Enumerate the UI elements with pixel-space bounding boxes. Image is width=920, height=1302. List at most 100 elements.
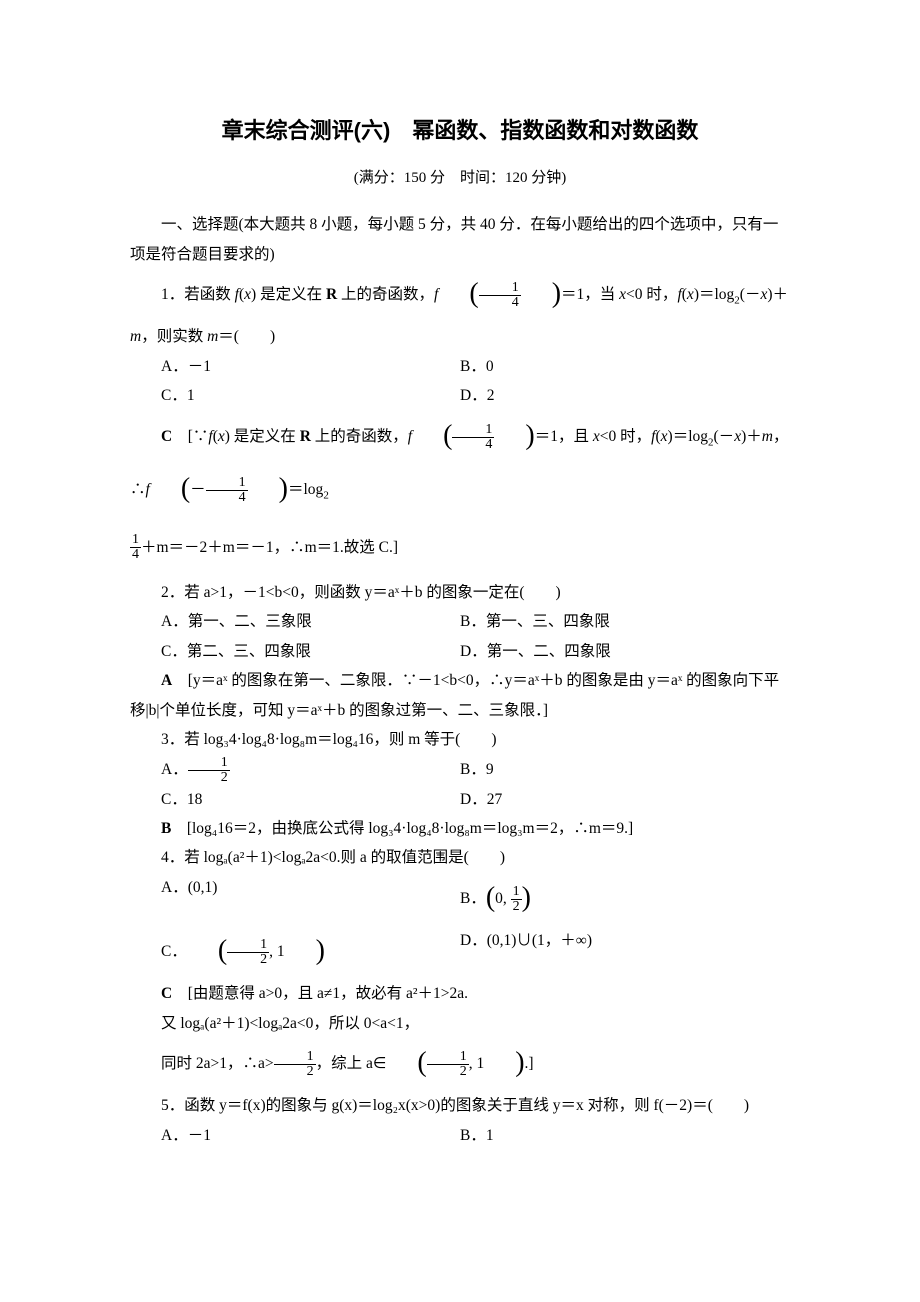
q1-a1: [∵ <box>172 428 208 445</box>
sub2b: 2 <box>708 436 714 448</box>
q1-t6: ，则实数 <box>141 328 207 345</box>
lp5: ( <box>187 924 227 977</box>
rp6: ) <box>484 1036 524 1089</box>
q3-ans-label: B <box>161 820 171 837</box>
q5-stem: 5．函数 y＝f(x)的图象与 g(x)＝log₂x(x>0)的图象关于直线 y… <box>130 1091 790 1120</box>
q1-a3: 上的奇函数， <box>311 428 408 445</box>
fx: f <box>235 286 239 303</box>
q3-ans: B [log₄16＝2，由换底公式得 log₃4·log₄8·log₈m＝log… <box>130 814 790 843</box>
q2-C: C．第二、三、四象限 <box>130 637 460 666</box>
q4-C: C．(12, 1) <box>130 926 460 979</box>
q3-C: C．18 <box>130 785 460 814</box>
q2-ans-text: [y＝aˣ 的图象在第一、二象限．∵－1<b<0，∴y＝aˣ＋b 的图象是由 y… <box>130 672 779 718</box>
q2-row1: A．第一、二、三象限 B．第一、三、四象限 <box>130 607 790 636</box>
q1-ans-label: C <box>161 428 172 445</box>
q1-D: D．2 <box>460 381 790 410</box>
rp1: ) <box>521 267 561 320</box>
lp3: ( <box>150 462 190 515</box>
q4-ans-t3a: 同时 2a>1，∴a> <box>161 1055 274 1072</box>
q4-ans-t1: [由题意得 a>0，且 a≠1，故必有 a²＋1>2a. <box>172 985 468 1002</box>
frac-1-4a: 14 <box>479 281 521 310</box>
rp3: ) <box>248 462 288 515</box>
frac-1-2e: 12 <box>427 1050 469 1079</box>
q5-A: A．－1 <box>130 1121 460 1150</box>
q3-A: A．12 <box>130 755 460 785</box>
f3: f <box>677 286 681 303</box>
frac-1-2b: 12 <box>511 885 522 914</box>
rp4: ) <box>522 871 531 924</box>
R1: R <box>326 286 337 303</box>
m1: m <box>130 328 141 345</box>
q4-ans2: 又 logₐ(a²＋1)<logₐ2a<0，所以 0<a<1， <box>130 1009 790 1038</box>
q4-ans-t3c: .] <box>525 1055 534 1072</box>
q4-D: D．(0,1)∪(1，＋∞) <box>460 926 790 979</box>
m3: m <box>762 428 773 445</box>
f4: f <box>208 428 212 445</box>
x5: x <box>218 428 225 445</box>
chapter-title: 章末综合测评(六) 幂函数、指数函数和对数函数 <box>130 110 790 152</box>
q2-B: B．第一、三、四象限 <box>460 607 790 636</box>
frac-1-2c: 12 <box>227 938 269 967</box>
sub2a: 2 <box>734 294 740 306</box>
x4: x <box>760 286 767 303</box>
q1-row1: A．－1 B．0 <box>130 352 790 381</box>
R2: R <box>300 428 311 445</box>
q1-B: B．0 <box>460 352 790 381</box>
q1-t5: 时， <box>643 286 678 303</box>
frac-1-4b: 14 <box>452 423 494 452</box>
q4-row2: C．(12, 1) D．(0,1)∪(1，＋∞) <box>130 926 790 979</box>
lp2: ( <box>412 409 452 462</box>
lp1: ( <box>438 267 478 320</box>
q4-C-pre: C． <box>161 943 187 960</box>
frac-1-4d: 14 <box>130 533 141 562</box>
q1-ans: C [∵f(x) 是定义在 R 上的奇函数，f(14)＝1，且 x<0 时，f(… <box>130 411 790 517</box>
sub2c: 2 <box>323 489 329 501</box>
rp5: ) <box>285 924 325 977</box>
section-intro-text: 一、选择题(本大题共 8 小题，每小题 5 分，共 40 分．在每小题给出的四个… <box>130 216 778 262</box>
q5-B: B．1 <box>460 1121 790 1150</box>
q3-stem: 3．若 log₃4·log₄8·log₈m＝log₄16，则 m 等于( ) <box>130 725 790 754</box>
q1-C: C．1 <box>130 381 460 410</box>
x7: x <box>661 428 668 445</box>
q2-ans: A [y＝aˣ 的图象在第一、二象限．∵－1<b<0，∴y＝aˣ＋b 的图象是由… <box>130 666 790 725</box>
frac-1-2a: 12 <box>188 756 230 785</box>
lp4: ( <box>486 871 495 924</box>
frac-1-4c: 14 <box>206 476 248 505</box>
q4-row1: A．(0,1) B．(0, 12) <box>130 873 790 926</box>
x2: x <box>619 286 626 303</box>
q3-D: D．27 <box>460 785 790 814</box>
q4-B: B．(0, 12) <box>460 873 790 926</box>
q1-t1: 1．若函数 <box>161 286 235 303</box>
q2-A: A．第一、二、三象限 <box>130 607 460 636</box>
q1-a2: 是定义在 <box>230 428 300 445</box>
q2-D: D．第一、二、四象限 <box>460 637 790 666</box>
q1-stem: 1．若函数 f(x) 是定义在 R 上的奇函数，f(14)＝1，当 x<0 时，… <box>130 269 790 352</box>
q1-a7: ＝log <box>288 481 323 498</box>
q1-tail: ＋m＝－2＋m＝－1，∴m＝1.故选 C.] <box>141 539 398 556</box>
q5-row1: A．－1 B．1 <box>130 1121 790 1150</box>
x3: x <box>687 286 694 303</box>
q1-a4: ＝1，且 <box>535 428 593 445</box>
q1-t3: 上的奇函数， <box>337 286 434 303</box>
q2-row2: C．第二、三、四象限 D．第一、二、四象限 <box>130 637 790 666</box>
q1-t2: 是定义在 <box>256 286 326 303</box>
q4-B-pre: B． <box>460 890 486 907</box>
x1: x <box>244 286 251 303</box>
q3-row1: A．12 B．9 <box>130 755 790 785</box>
q4-ans-label: C <box>161 985 172 1002</box>
q1-A: A．－1 <box>130 352 460 381</box>
x6: x <box>593 428 600 445</box>
q1-row2: C．1 D．2 <box>130 381 790 410</box>
q4-stem: 4．若 logₐ(a²＋1)<logₐ2a<0.则 a 的取值范围是( ) <box>130 843 790 872</box>
q3-row2: C．18 D．27 <box>130 785 790 814</box>
subtitle: (满分：150 分 时间：120 分钟) <box>130 164 790 193</box>
q1-t4: ＝1，当 <box>561 286 619 303</box>
section-intro: 一、选择题(本大题共 8 小题，每小题 5 分，共 40 分．在每小题给出的四个… <box>130 210 790 269</box>
m2: m <box>207 328 218 345</box>
q4-ans3: 同时 2a>1，∴a>12，综上 a∈(12, 1).] <box>130 1038 790 1091</box>
q1-blank: ＝( ) <box>218 328 275 345</box>
q2-ans-label: A <box>161 672 172 689</box>
lp6: ( <box>386 1036 426 1089</box>
q4-A: A．(0,1) <box>130 873 460 926</box>
rp2: ) <box>494 409 534 462</box>
